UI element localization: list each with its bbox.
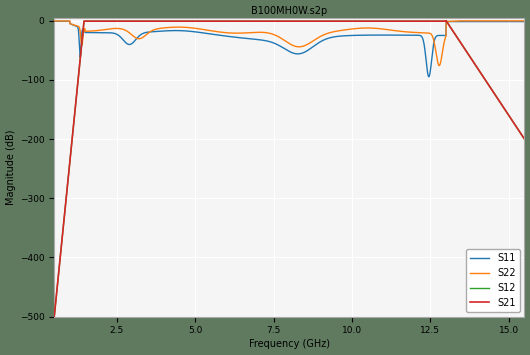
S11 [333,34,339,39]
S21 [333,19,339,23]
S22 [357,26,363,31]
S21 [522,137,528,141]
S22 [522,19,528,23]
S12 [136,19,143,23]
Legend: S11, S22, S12, S21: S11, S22, S12, S21 [466,249,519,312]
S11 [231,35,237,39]
S12 [333,19,339,23]
Line: S12: S12 [54,21,525,317]
S12 [51,315,57,319]
S11 [51,19,57,23]
S22 [136,37,143,41]
Line: S22: S22 [54,21,525,66]
S22 [436,64,443,68]
S11 [426,75,432,79]
Title: B100MH0W.s2p: B100MH0W.s2p [251,6,328,16]
S22 [231,31,237,35]
S11 [136,33,143,38]
S11 [522,20,528,24]
S11 [438,33,444,38]
Line: S21: S21 [54,21,525,317]
S21 [357,19,363,23]
Line: S11: S11 [54,21,525,77]
S12 [438,19,444,23]
Y-axis label: Magnitude (dB): Magnitude (dB) [5,129,15,205]
S22 [455,19,462,23]
S11 [402,33,408,37]
S22 [51,19,57,23]
X-axis label: Frequency (GHz): Frequency (GHz) [249,339,330,349]
S21 [231,19,237,23]
S12 [231,19,237,23]
S12 [443,18,449,23]
S12 [522,137,528,141]
S21 [438,19,444,23]
S12 [357,19,363,23]
S12 [402,19,408,23]
S22 [438,59,444,63]
S22 [402,29,408,34]
S21 [402,19,408,23]
S21 [443,18,449,23]
S21 [136,19,143,23]
S11 [357,33,363,37]
S22 [333,29,339,33]
S21 [51,315,57,319]
